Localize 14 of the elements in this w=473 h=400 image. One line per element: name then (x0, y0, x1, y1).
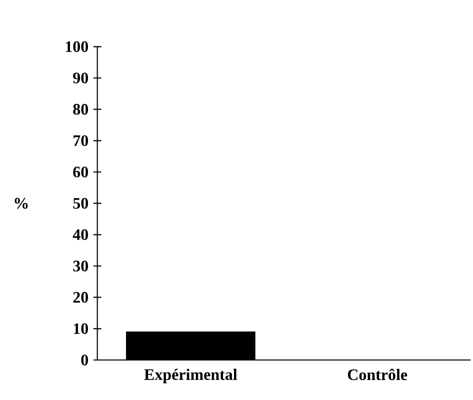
y-tick-label: 80 (73, 104, 88, 115)
y-axis-title: % (14, 198, 28, 209)
y-tick-label: 30 (73, 260, 88, 272)
x-tick-label: Contrôle (348, 368, 408, 380)
x-tick-label: Expérimental (144, 368, 238, 384)
y-tick-label: 0 (81, 354, 88, 366)
y-tick-label: 70 (74, 135, 88, 146)
y-tick-label: 10 (74, 323, 88, 334)
y-tick-label: 100 (66, 41, 88, 52)
y-tick-label: 20 (73, 292, 88, 303)
y-tick-label: 50 (73, 198, 88, 209)
y-tick-label: 60 (73, 166, 88, 178)
y-tick-label: 40 (72, 229, 88, 240)
y-tick-label: 90 (73, 72, 88, 84)
